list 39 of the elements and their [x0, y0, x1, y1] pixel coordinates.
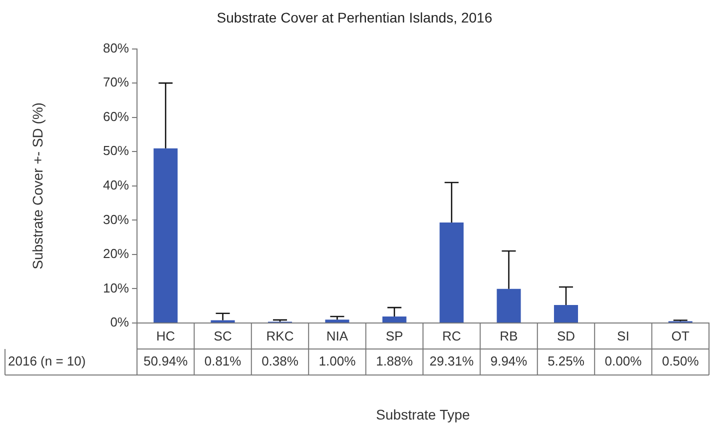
data-label: 5.25% [548, 354, 585, 369]
text: 2016 (n = 10) [8, 354, 86, 369]
x-tick-label: SP [386, 328, 404, 344]
bar [440, 222, 464, 322]
data-label: 9.94% [490, 354, 528, 369]
data-label: 0.38% [262, 354, 299, 369]
x-tick-label: SI [617, 328, 630, 344]
bar [382, 316, 406, 322]
x-tick-label: NIA [326, 328, 348, 344]
x-tick-label: RB [500, 328, 518, 344]
bar [554, 305, 578, 322]
y-tick-label: 0% [110, 314, 130, 330]
x-tick-label: SD [556, 328, 576, 344]
x-tick-label: OT [671, 328, 690, 344]
data-label: 0.50% [662, 354, 700, 369]
x-tick-label: SC [214, 328, 232, 344]
data-label: 0.81% [204, 354, 242, 369]
y-tick-label: 50% [102, 143, 130, 158]
bar [154, 148, 178, 322]
y-tick-label: 10% [102, 280, 130, 296]
data-label: 0.00% [604, 354, 642, 369]
data-label: 29.31% [430, 354, 474, 369]
bar [325, 320, 350, 322]
x-tick-label: HC [156, 328, 175, 344]
y-tick-label: 70% [102, 74, 130, 90]
y-tick-label: 80% [102, 40, 130, 56]
y-tick-label: 20% [102, 246, 130, 262]
data-label: 50.94% [144, 354, 188, 369]
y-tick-label: 60% [102, 108, 130, 124]
y-axis-title: Substrate Cover +- SD (%) [29, 102, 46, 270]
data-label: 1.88% [376, 354, 414, 369]
chart-title: Substrate Cover at Perhentian Islands, 2016 [216, 9, 492, 26]
data-label: 1.00% [318, 354, 356, 369]
y-tick-label: 30% [102, 212, 130, 227]
x-axis-title: Substrate Type [376, 406, 470, 422]
y-tick-label: 40% [102, 177, 130, 192]
x-tick-label: RKC [266, 328, 294, 344]
x-tick-label: RC [442, 328, 461, 344]
bar [496, 288, 521, 322]
